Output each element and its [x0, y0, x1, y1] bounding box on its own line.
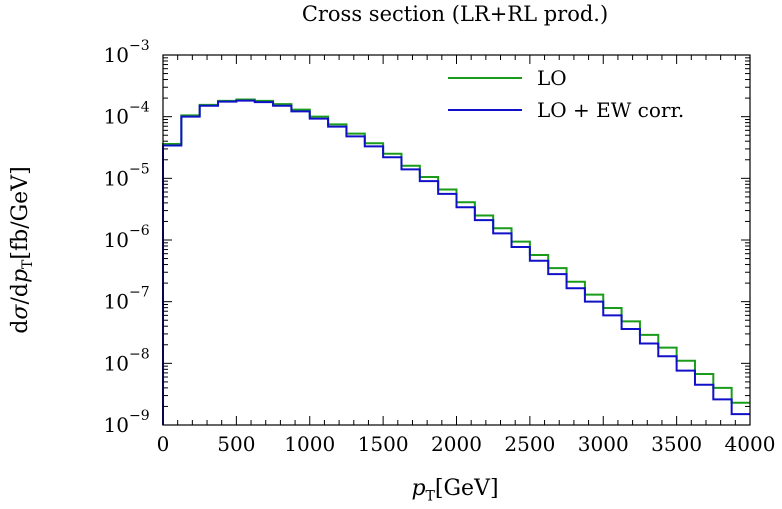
y-tick-label: 10 — [104, 290, 129, 314]
x-axis-label: pT[GeV] — [411, 476, 499, 505]
x-tick-label: 2500 — [504, 432, 555, 456]
y-tick-exponent: −6 — [129, 223, 150, 239]
y-tick-label: 10 — [104, 166, 129, 190]
series-layer — [162, 98, 750, 425]
chart-title: Cross section (LR+RL prod.) — [301, 2, 609, 26]
series-line-lo — [162, 98, 750, 425]
y-tick-exponent: −3 — [129, 38, 150, 54]
x-tick-label: 4000 — [725, 432, 776, 456]
x-tick-label: 1500 — [358, 432, 409, 456]
x-tick-label: 0 — [157, 432, 170, 456]
y-tick-label: 10 — [104, 105, 129, 129]
y-tick-label: 10 — [104, 43, 129, 67]
plot-frame — [162, 54, 751, 426]
x-tick-label: 3000 — [578, 432, 629, 456]
legend-label-lo-ew: LO + EW corr. — [537, 98, 684, 122]
tick-labels-layer: 0 500 1000 1500 2000 2500 3000 3500 400010−910−8… — [104, 38, 776, 456]
x-tick-label: 2000 — [431, 432, 482, 456]
y-tick-exponent: −4 — [129, 100, 150, 116]
y-axis-label: dσ/dpT[fb/GeV] — [7, 166, 37, 334]
x-tick-label: 3500 — [651, 432, 702, 456]
y-tick-exponent: −9 — [129, 408, 150, 424]
legend: LO LO + EW corr. — [448, 66, 684, 122]
y-tick-exponent: −8 — [129, 346, 150, 362]
y-tick-label: 10 — [104, 351, 129, 375]
y-tick-label: 10 — [104, 413, 129, 437]
y-tick-exponent: −7 — [129, 285, 150, 301]
ticks-layer — [162, 54, 751, 426]
legend-label-lo: LO — [537, 66, 567, 90]
y-tick-exponent: −5 — [129, 161, 150, 177]
series-line-lo-ew — [162, 99, 750, 425]
x-tick-label: 1000 — [284, 432, 335, 456]
x-tick-label: 500 — [217, 432, 255, 456]
y-tick-label: 10 — [104, 228, 129, 252]
